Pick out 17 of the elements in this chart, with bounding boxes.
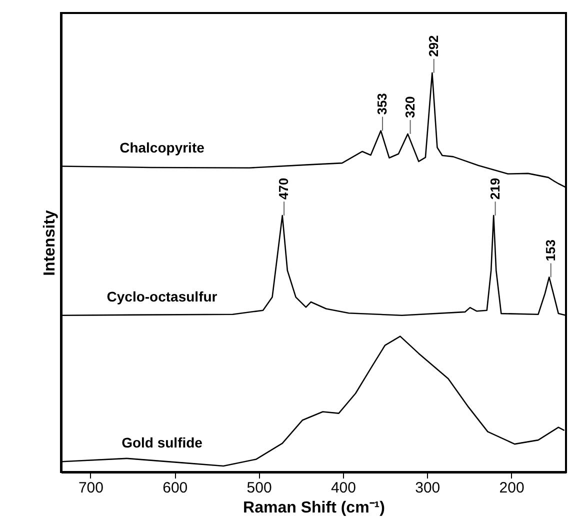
- x-tick-label: 400: [330, 480, 356, 496]
- x-tick-label: 200: [499, 480, 524, 496]
- x-tick-label: 300: [415, 480, 440, 496]
- x-tick-label: 700: [78, 480, 104, 496]
- annotation: 292: [426, 35, 441, 57]
- x-axis-title: Raman Shift (cm⁻¹): [243, 500, 385, 516]
- y-axis-title: Intensity: [42, 210, 58, 276]
- annotation: 470: [276, 178, 292, 200]
- x-tick-label: 500: [246, 480, 272, 496]
- annotation: 320: [402, 96, 418, 118]
- annotation: 153: [542, 240, 558, 262]
- series-label: Cyclo-octasulfur: [106, 288, 218, 304]
- series-label: Gold sulfide: [122, 434, 203, 451]
- annotation: 219: [487, 178, 502, 200]
- annotation: 353: [374, 93, 390, 115]
- series-label: Chalcopyrite: [120, 139, 205, 156]
- x-tick-label: 600: [162, 480, 188, 496]
